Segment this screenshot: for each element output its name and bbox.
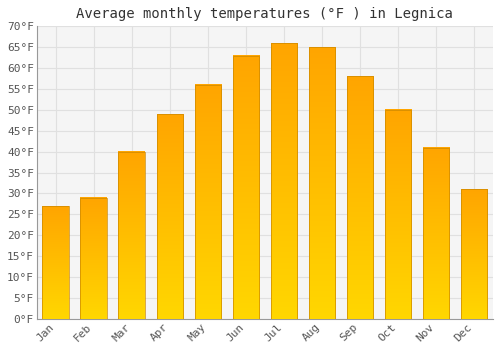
Bar (118, 152, 145, 319)
Bar (270, 43, 297, 319)
Bar (194, 85, 221, 319)
Bar (384, 110, 411, 319)
Bar (422, 147, 450, 319)
Bar (346, 76, 374, 319)
Bar (80, 198, 107, 319)
Bar (460, 189, 487, 319)
Bar (42, 206, 69, 319)
Bar (156, 114, 183, 319)
Bar (232, 56, 259, 319)
Title: Average monthly temperatures (°F ) in Legnica: Average monthly temperatures (°F ) in Le… (76, 7, 454, 21)
Bar (308, 47, 335, 319)
